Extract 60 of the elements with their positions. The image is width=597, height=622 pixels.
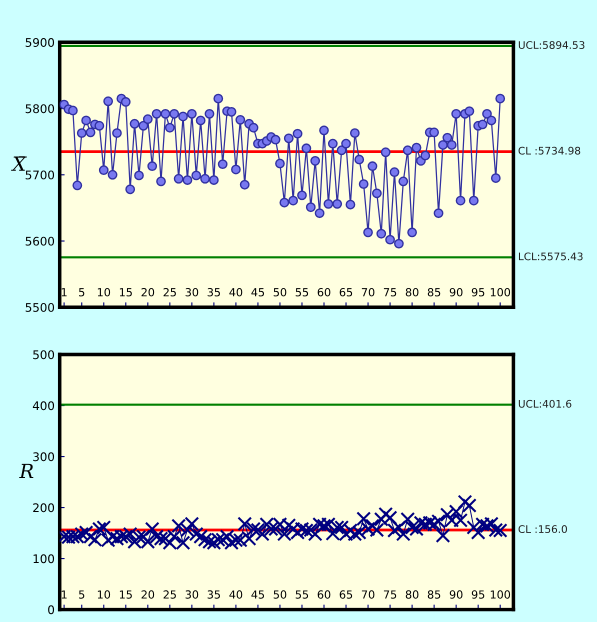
x-tick-label: 45 [251, 288, 264, 296]
y-tick-label: 5900 [26, 38, 54, 47]
x-tick-label: 70 [362, 590, 374, 599]
x-tick-label: 60 [318, 288, 330, 296]
y-tick-label: 5500 [26, 302, 54, 312]
x-tick-label: 35 [208, 288, 220, 296]
x-tick-label: 100 [490, 288, 510, 296]
ref-line-label: LCL:5575.43 [518, 252, 583, 260]
x-tick-label: 65 [340, 288, 352, 296]
x-tick-label: 10 [98, 590, 110, 599]
x-tick-label: 100 [490, 590, 510, 599]
y-tick-label: 300 [33, 452, 54, 462]
ref-line-label: CL :156.0 [518, 525, 567, 534]
x-tick-label: 40 [229, 590, 242, 599]
x-tick-label: 25 [164, 590, 176, 599]
x-tick-label: 80 [406, 590, 418, 599]
x-tick-label: 15 [120, 288, 132, 296]
x-tick-label: 5 [79, 590, 84, 599]
ref-line-label: CL :5734.98 [518, 146, 580, 155]
x-tick-label: 80 [406, 288, 418, 296]
ref-line-label: UCL:5894.53 [518, 41, 584, 49]
y-tick-label: 5600 [26, 236, 54, 246]
x-tick-label: 30 [186, 590, 198, 599]
x-tick-label: 25 [164, 288, 176, 296]
x-tick-label: 15 [120, 590, 132, 599]
x-tick-label: 75 [384, 590, 396, 599]
x-tick-label: 20 [142, 590, 154, 599]
x-tick-label: 10 [98, 288, 110, 296]
x-tick-label: 70 [362, 288, 374, 296]
x-tick-label: 40 [229, 288, 242, 296]
y-tick-label: 5700 [26, 170, 54, 180]
x-tick-label: 50 [274, 590, 286, 599]
x-tick-label: 1 [62, 288, 67, 296]
y-tick-label: 400 [32, 401, 54, 410]
y-axis-title: R [19, 464, 34, 478]
x-tick-label: 90 [450, 288, 462, 296]
y-axis-title: X̄ [11, 156, 27, 171]
x-tick-label: 95 [472, 590, 484, 599]
x-tick-label: 65 [340, 590, 352, 599]
x-tick-label: 55 [296, 288, 308, 296]
x-tick-label: 50 [274, 288, 286, 296]
x-tick-label: 75 [384, 288, 396, 296]
x-tick-label: 5 [79, 288, 84, 296]
y-tick-label: 0 [48, 605, 54, 614]
ref-line-label: UCL:401.6 [518, 400, 572, 408]
x-tick-label: 60 [318, 590, 330, 599]
y-tick-label: 500 [33, 350, 54, 360]
x-tick-label: 35 [208, 590, 220, 599]
x-tick-label: 85 [428, 288, 440, 296]
y-tick-label: 200 [33, 503, 54, 512]
x-tick-label: 45 [251, 590, 264, 599]
x-tick-label: 20 [142, 288, 154, 296]
y-tick-label: 100 [34, 554, 54, 564]
x-tick-label: 90 [450, 590, 462, 599]
y-tick-label: 5800 [26, 104, 54, 114]
x-tick-label: 30 [186, 288, 198, 296]
x-tick-label: 55 [296, 590, 308, 599]
x-tick-label: 95 [472, 288, 484, 296]
x-tick-label: 85 [428, 590, 440, 599]
x-tick-label: 1 [62, 590, 67, 599]
